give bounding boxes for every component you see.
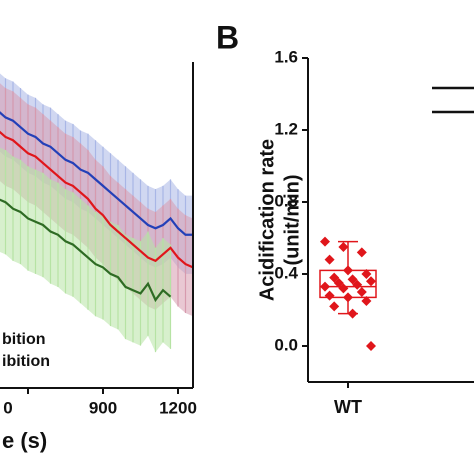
y-tick-label: 1.2	[274, 119, 298, 138]
y-tick-label: 0.4	[274, 263, 298, 282]
series-line	[0, 198, 172, 303]
data-point	[320, 236, 330, 247]
x-tick-label: WT	[334, 397, 362, 417]
data-point	[324, 254, 335, 265]
data-point	[343, 292, 353, 303]
legend-label: bition	[2, 331, 46, 348]
x-tick-label: 1200	[159, 398, 197, 417]
legend-label: ibition	[2, 353, 50, 370]
data-point	[347, 308, 358, 319]
data-point	[356, 287, 367, 297]
x-tick-label: 900	[89, 398, 117, 417]
data-point	[352, 279, 363, 290]
y-tick-label: 0.0	[274, 335, 298, 354]
data-point	[338, 242, 349, 252]
data-point	[329, 301, 340, 312]
y-axis-label: Acidification rate	[256, 139, 278, 301]
series-line	[0, 111, 193, 236]
data-point	[324, 290, 335, 301]
data-point	[343, 265, 353, 276]
data-point	[356, 247, 367, 258]
x-axis-label: e (s)	[2, 428, 47, 453]
y-axis-label: (unit/min)	[281, 174, 303, 265]
line-plot	[0, 73, 194, 353]
data-point	[366, 276, 376, 287]
y-tick-label: 1.6	[274, 47, 298, 66]
x-tick-label: 0	[3, 398, 12, 417]
series-line	[0, 130, 194, 269]
panel-label: B	[216, 19, 239, 55]
data-point	[320, 281, 330, 292]
data-point	[361, 269, 372, 279]
data-point	[338, 283, 349, 294]
y-tick-label: 0.8	[274, 191, 298, 210]
data-point	[366, 341, 376, 351]
data-point	[361, 296, 372, 306]
